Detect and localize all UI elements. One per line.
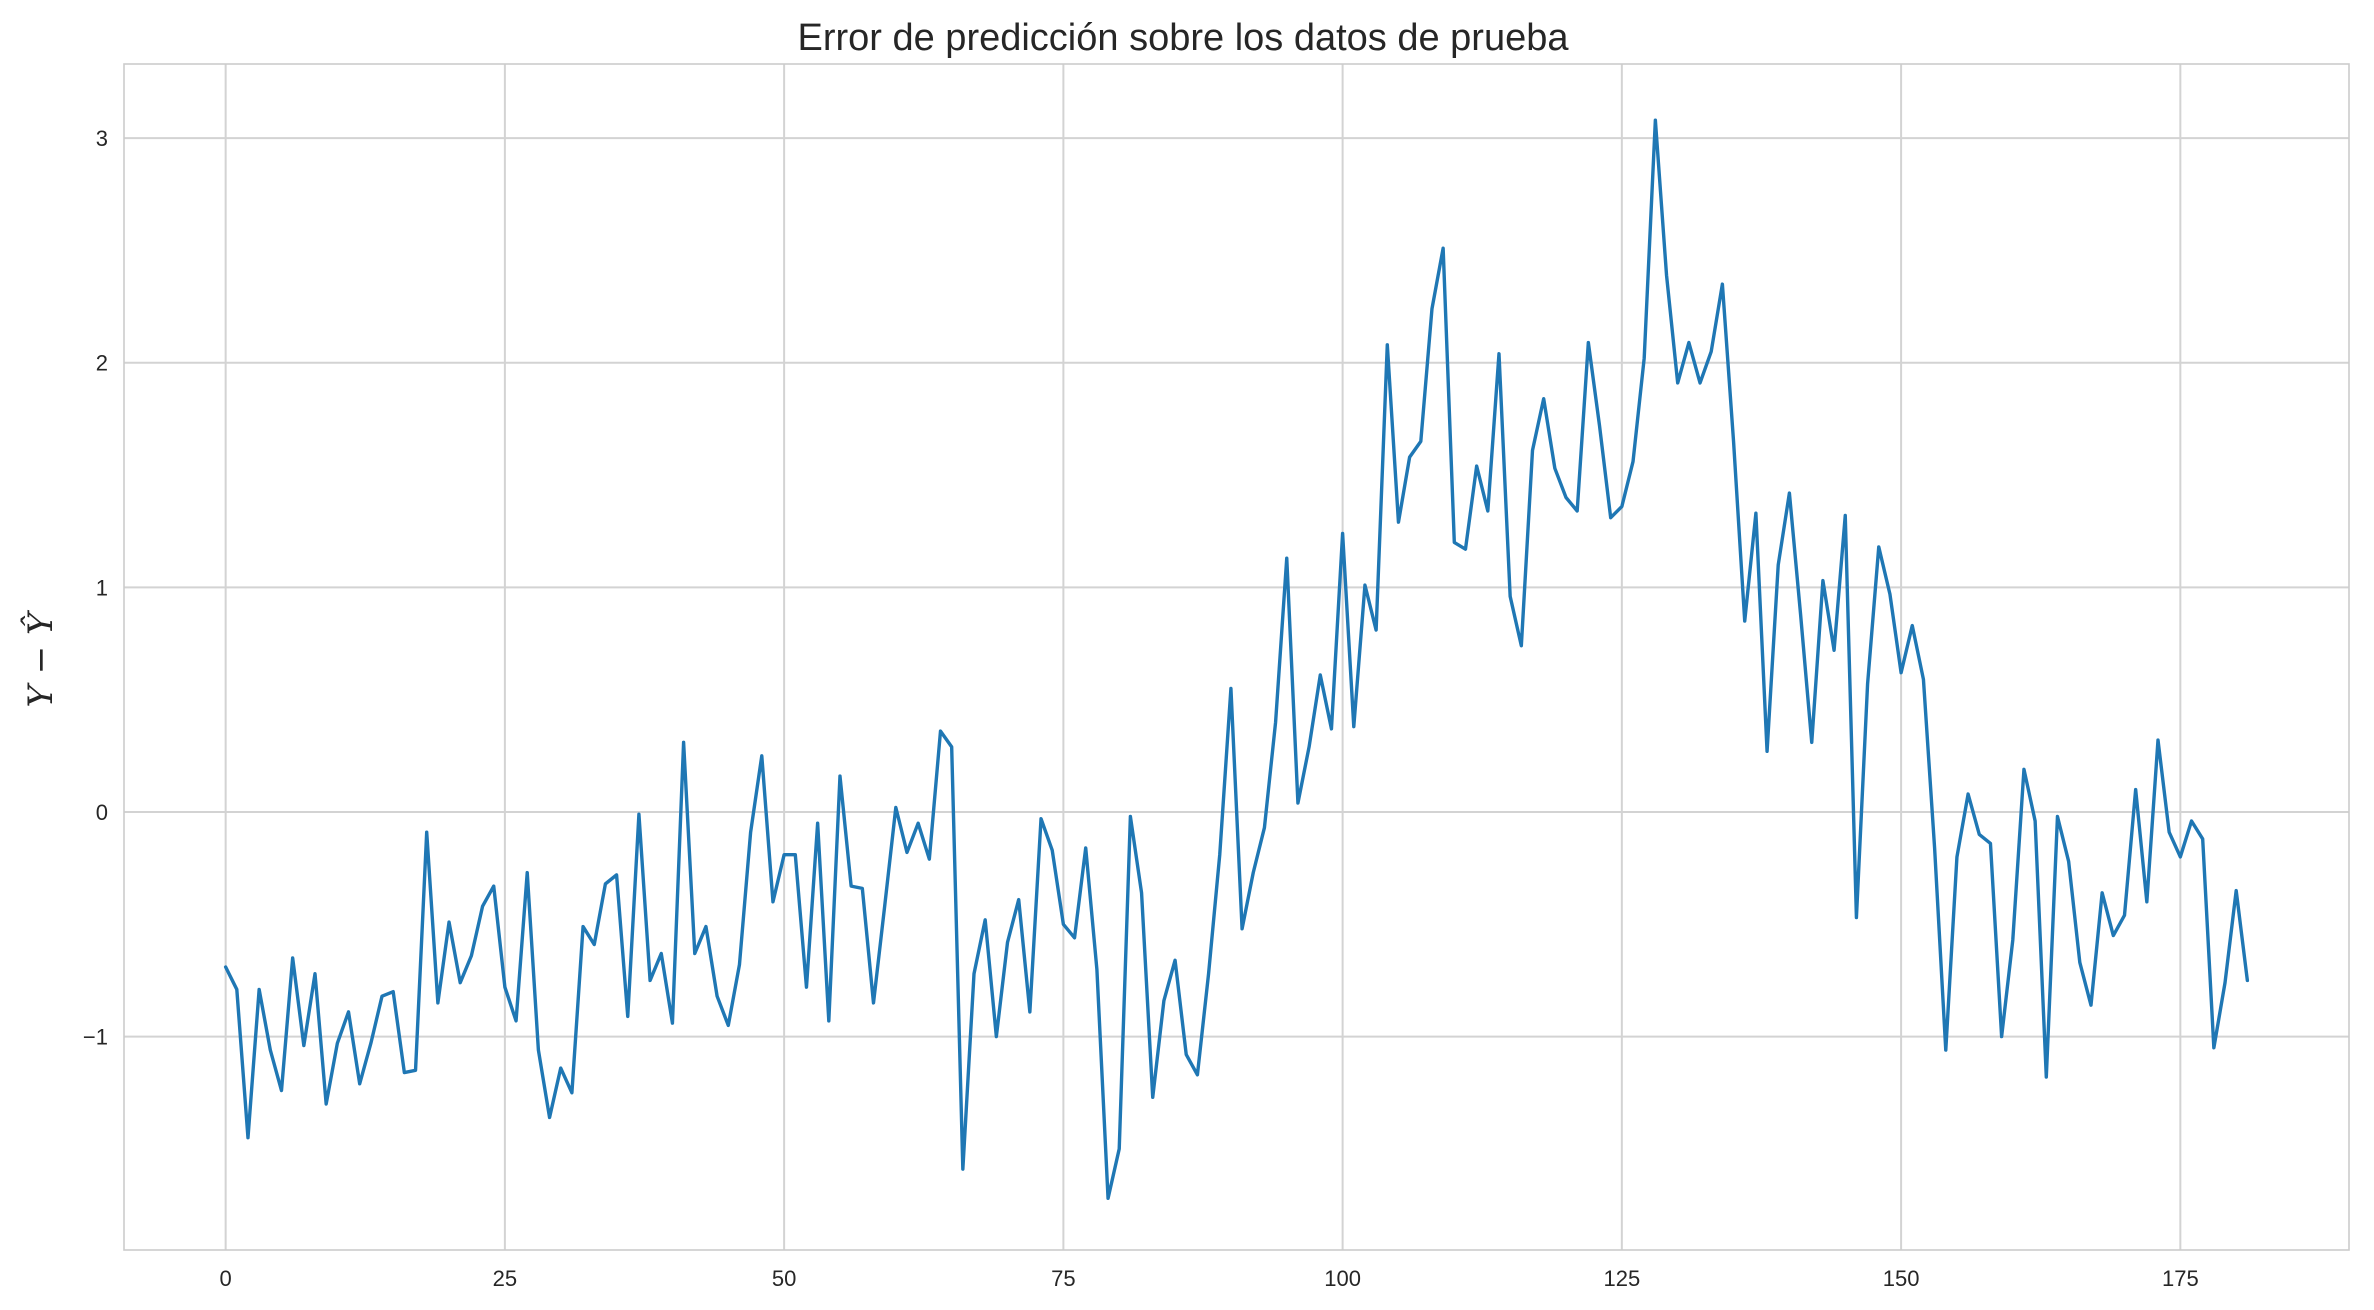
x-tick-label: 75 bbox=[1051, 1266, 1075, 1291]
y-tick-label: 0 bbox=[96, 800, 108, 825]
x-tick-label: 25 bbox=[493, 1266, 517, 1291]
y-axis-label: Y − Ŷ bbox=[20, 609, 61, 708]
x-axis: 0 25 50 75 100 125 150 175 bbox=[220, 1266, 2199, 1291]
x-tick-label: 100 bbox=[1324, 1266, 1361, 1291]
y-axis: −1 0 1 2 3 bbox=[83, 126, 108, 1049]
y-tick-label: 2 bbox=[96, 351, 108, 376]
y-tick-label: 1 bbox=[96, 575, 108, 600]
x-tick-label: 150 bbox=[1883, 1266, 1920, 1291]
gridlines bbox=[124, 64, 2349, 1250]
plot-frame bbox=[123, 63, 2350, 1251]
series-group bbox=[223, 118, 2250, 1201]
chart-title: Error de predicción sobre los datos de p… bbox=[797, 17, 1569, 59]
y-tick-label: 3 bbox=[96, 126, 108, 151]
x-tick-label: 175 bbox=[2162, 1266, 2199, 1291]
x-tick-label: 0 bbox=[220, 1266, 232, 1291]
error-series-line bbox=[223, 118, 2250, 1201]
x-tick-label: 125 bbox=[1603, 1266, 1640, 1291]
x-tick-label: 50 bbox=[772, 1266, 796, 1291]
y-tick-label: −1 bbox=[83, 1025, 108, 1050]
